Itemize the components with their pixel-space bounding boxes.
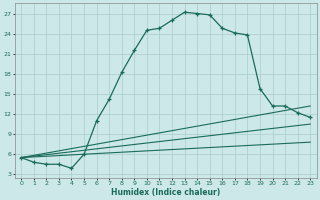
- X-axis label: Humidex (Indice chaleur): Humidex (Indice chaleur): [111, 188, 220, 197]
